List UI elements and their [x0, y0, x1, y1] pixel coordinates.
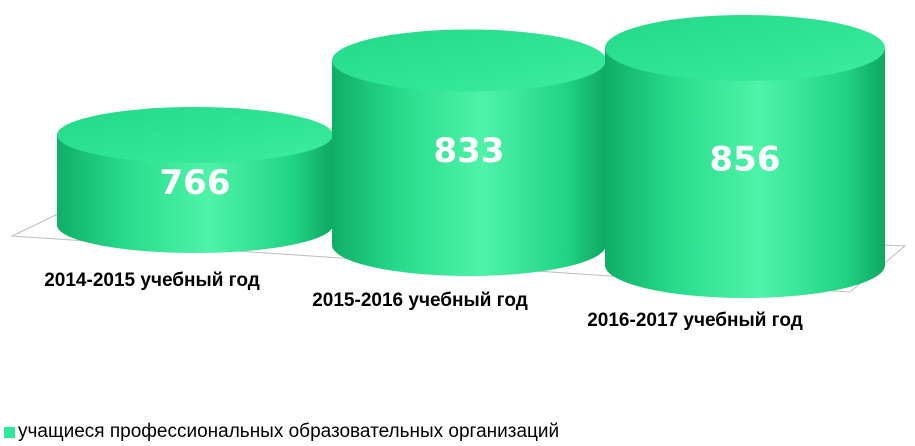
- floor: [10, 211, 907, 293]
- cylinder-body: [605, 48, 885, 298]
- value-label: 833: [434, 131, 505, 171]
- x-tick-label: 2015-2016 учебный год: [312, 290, 528, 311]
- legend-label: учащиеся профессиональных образовательны…: [18, 421, 560, 442]
- cylinder: [605, 15, 885, 298]
- value-label: 856: [710, 139, 781, 179]
- x-tick-label: 2014-2015 учебный год: [44, 270, 260, 291]
- cylinder-top: [57, 107, 333, 163]
- legend: учащиеся профессиональных образовательны…: [4, 421, 559, 443]
- x-tick-label: 2016-2017 учебный год: [587, 310, 803, 331]
- legend-swatch: [4, 426, 15, 438]
- cylinder-top: [605, 15, 885, 81]
- cylinder-top: [332, 29, 606, 92]
- value-label: 766: [160, 163, 231, 203]
- cylinder-body: [332, 60, 606, 276]
- cylinder-body: [57, 135, 333, 253]
- cylinder: [332, 29, 606, 276]
- cylinder: [57, 107, 333, 253]
